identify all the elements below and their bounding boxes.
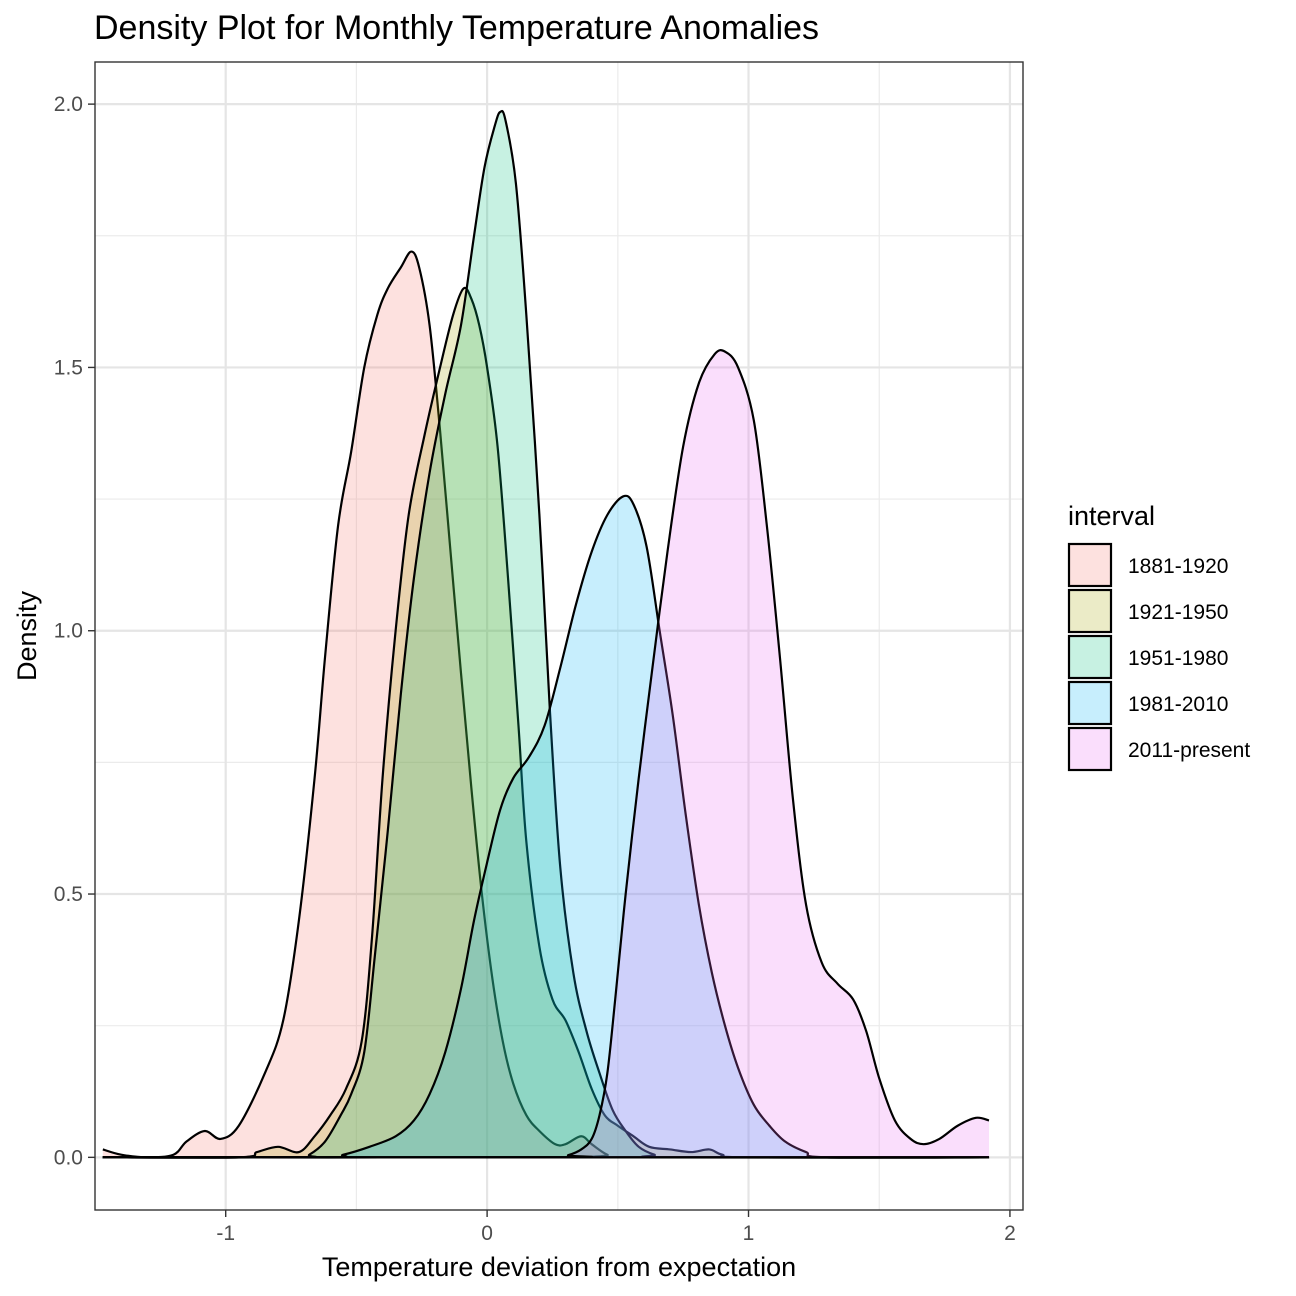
y-axis-title: Density bbox=[12, 590, 42, 681]
density-line-1981-2010 bbox=[102, 494, 990, 1159]
density-area-1921-1950 bbox=[102, 287, 990, 1158]
x-tick-label: -1 bbox=[216, 1222, 235, 1245]
y-tick-label: 1.0 bbox=[54, 620, 83, 643]
density-line-1951-1980 bbox=[102, 109, 990, 1159]
plot-panel-border bbox=[94, 61, 1024, 1211]
legend-label: 1951-1980 bbox=[1128, 647, 1228, 670]
legend-key bbox=[1067, 634, 1113, 680]
density-line-1881-1920 bbox=[102, 250, 990, 1159]
density-area-1881-1920 bbox=[102, 251, 990, 1158]
legend-key bbox=[1067, 680, 1113, 726]
density-area-2011-present bbox=[102, 350, 990, 1158]
density-line-1921-1950 bbox=[102, 286, 990, 1159]
legend-label: 2011-present bbox=[1128, 739, 1250, 762]
minor-gridlines bbox=[95, 62, 1023, 1210]
legend-key-background bbox=[1069, 636, 1111, 678]
legend-label: 1881-1920 bbox=[1128, 555, 1228, 578]
y-tick-label: 0.0 bbox=[54, 1146, 83, 1169]
density-areas bbox=[102, 109, 990, 1159]
legend-key-background bbox=[1069, 728, 1111, 770]
x-tick-label: 0 bbox=[481, 1222, 493, 1245]
x-tick-label: 2 bbox=[1004, 1222, 1016, 1245]
plot-panel bbox=[95, 62, 1023, 1210]
legend: interval 1881-1920 1921-1950 1951-1980 1981… bbox=[1067, 501, 1250, 772]
y-tick-label: 1.5 bbox=[54, 356, 83, 379]
legend-label: 1921-1950 bbox=[1128, 601, 1228, 624]
legend-title: interval bbox=[1068, 501, 1155, 531]
legend-key-background bbox=[1069, 544, 1111, 586]
legend-key bbox=[1067, 542, 1113, 588]
y-tick-label: 0.5 bbox=[54, 883, 83, 906]
density-line-2011-present bbox=[102, 349, 990, 1159]
x-axis: -1 0 1 2 bbox=[216, 1210, 1016, 1245]
legend-key bbox=[1067, 588, 1113, 634]
legend-key-background bbox=[1069, 682, 1111, 724]
density-area-1951-1980 bbox=[102, 111, 990, 1158]
legend-items: 1881-1920 1921-1950 1951-1980 1981-2010 2011… bbox=[1067, 542, 1250, 772]
chart-title: Density Plot for Monthly Temperature Ano… bbox=[94, 9, 819, 47]
legend-key-background bbox=[1069, 590, 1111, 632]
legend-label: 1981-2010 bbox=[1128, 693, 1228, 716]
x-axis-title: Temperature deviation from expectation bbox=[322, 1252, 796, 1282]
y-axis: 0.0 0.5 1.0 1.5 2.0 bbox=[54, 93, 95, 1169]
density-area-1981-2010 bbox=[102, 495, 990, 1158]
legend-key bbox=[1067, 726, 1113, 772]
x-tick-label: 1 bbox=[743, 1222, 755, 1245]
y-tick-label: 2.0 bbox=[54, 93, 83, 116]
